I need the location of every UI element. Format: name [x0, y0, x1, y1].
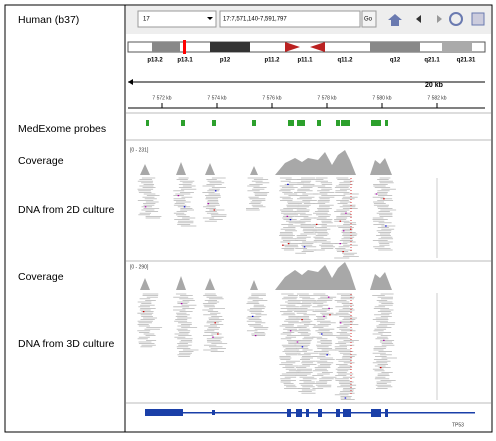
forward-icon[interactable]: [437, 15, 442, 23]
mismatch: [315, 223, 318, 225]
mismatch: [344, 397, 347, 399]
chromosome-select[interactable]: [137, 10, 217, 28]
track-name: DNA from 2D culture: [18, 204, 114, 216]
dropdown-arrow: [207, 17, 213, 20]
gene-model: [145, 409, 475, 417]
mismatch: [214, 322, 216, 324]
mismatch: [296, 341, 299, 343]
mismatch: [142, 311, 145, 313]
mismatch: [383, 198, 385, 200]
band-label: q21.31: [457, 58, 476, 64]
mismatch: [177, 195, 180, 197]
mismatch: [385, 225, 387, 227]
mismatch: [303, 246, 306, 248]
span-arrow: [128, 79, 133, 85]
mismatch: [289, 330, 292, 332]
mismatch: [287, 243, 290, 245]
band-label: q21.1: [424, 58, 440, 64]
mismatch: [212, 336, 214, 338]
mismatch: [383, 339, 385, 341]
band-label: p12: [220, 58, 231, 64]
mismatch: [180, 303, 183, 305]
go-button[interactable]: [361, 10, 377, 28]
mismatch: [339, 220, 342, 222]
track-name: MedExome probes: [18, 123, 106, 135]
popup-icon[interactable]: [471, 12, 485, 26]
mismatch: [321, 333, 323, 335]
mismatch: [323, 315, 325, 317]
track-name: Coverage: [18, 271, 64, 283]
ideogram: [127, 40, 486, 54]
track-name: DNA from 3D culture: [18, 338, 114, 350]
span-label: 20 kb: [425, 82, 443, 89]
coverage-range: [0 - 290]: [130, 264, 149, 270]
mismatch: [217, 333, 219, 335]
mismatch: [282, 244, 284, 246]
locus-box[interactable]: [219, 10, 361, 28]
mismatch: [342, 230, 345, 232]
chromosome: 17: [143, 17, 150, 23]
band-label: p13.2: [147, 58, 163, 64]
band-label: q11.2: [337, 58, 353, 64]
probes: [146, 120, 388, 126]
mismatch: [327, 296, 330, 298]
gene-name: TP53: [452, 422, 464, 428]
mismatch: [286, 215, 289, 217]
mismatch: [301, 346, 304, 348]
mismatch: [287, 183, 289, 185]
mismatch: [207, 203, 210, 205]
band-label: p11.1: [297, 58, 313, 64]
reads: [137, 177, 397, 401]
mismatch: [345, 212, 347, 214]
refresh-icon[interactable]: [449, 12, 463, 26]
frame: [4, 4, 493, 433]
ruler-tick-label: 7 578 kb: [317, 95, 336, 101]
mismatch: [289, 219, 292, 221]
ruler-tick-label: 7 582 kb: [427, 95, 446, 101]
mismatch: [328, 307, 330, 309]
mismatch: [342, 251, 344, 253]
mismatch: [339, 243, 342, 245]
ruler-tick-label: 7 576 kb: [262, 95, 281, 101]
mismatch: [214, 190, 217, 192]
mismatch: [254, 335, 257, 337]
coverage-plot: [128, 262, 485, 290]
ruler-tick-label: 7 574 kb: [207, 95, 226, 101]
band-label: p11.2: [264, 58, 280, 64]
coverage-plot: [128, 150, 485, 175]
mismatch: [183, 206, 186, 208]
band-label: q12: [390, 58, 401, 64]
locus: 17:7,571,140-7,591,797: [223, 17, 287, 23]
coverage-range: [0 - 231]: [130, 147, 149, 153]
ruler-tick-label: 7 572 kb: [152, 95, 171, 101]
mismatch: [379, 367, 382, 369]
mismatch: [213, 209, 216, 211]
mismatch: [144, 206, 147, 208]
mismatch: [375, 193, 378, 195]
band-label: p13.1: [177, 58, 193, 64]
track-name: Coverage: [18, 155, 64, 167]
go-label: Go: [364, 17, 373, 23]
genome-label: Human (b37): [18, 14, 79, 26]
mismatch: [329, 314, 331, 316]
mismatch: [251, 315, 254, 317]
mismatch: [339, 322, 342, 324]
back-icon[interactable]: [416, 15, 421, 23]
mismatch: [326, 354, 328, 356]
home-icon[interactable]: [388, 14, 402, 26]
mismatch: [301, 319, 303, 321]
ruler-tick-label: 7 580 kb: [372, 95, 391, 101]
